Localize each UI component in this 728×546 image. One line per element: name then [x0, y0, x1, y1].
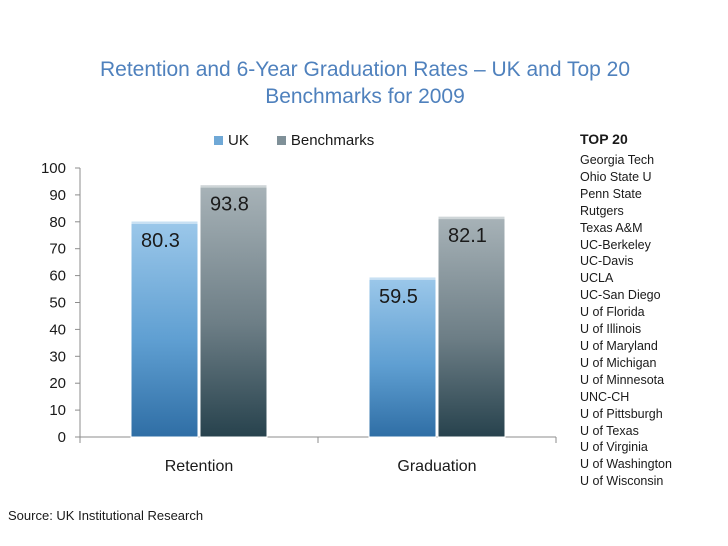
bar-benchmarks-retention: [199, 184, 268, 438]
legend-swatch-benchmarks: [276, 136, 286, 145]
top20-school-item: U of Virginia: [580, 440, 648, 455]
y-tick-label: 10: [49, 402, 66, 419]
top20-school-list: Georgia Tech Ohio State U Penn State Rutger…: [580, 152, 720, 490]
x-category-label: Graduation: [397, 458, 476, 475]
legend-swatch-uk: [214, 136, 223, 145]
x-category-label: Retention: [165, 458, 234, 475]
data-label-uk: 59.5: [379, 286, 418, 308]
top20-school-item: UC-Davis: [580, 254, 634, 269]
chart-title: Retention and 6-Year Graduation Rates – …: [20, 56, 710, 110]
bar-benchmarks-graduation: [437, 215, 506, 438]
chart-title-line-2: Benchmarks for 2009: [265, 85, 465, 108]
top20-school-item: U of Maryland: [580, 338, 658, 353]
y-tick-label: 40: [49, 321, 66, 338]
y-tick-label: 0: [58, 429, 66, 446]
y-tick-label: 80: [49, 214, 66, 231]
chart-legend: UK Benchmarks: [214, 132, 402, 149]
top20-school-item: U of Florida: [580, 305, 645, 320]
bar-highlight: [369, 276, 436, 280]
top20-school-item: U of Pittsburgh: [580, 406, 663, 421]
bar-highlight: [131, 220, 198, 224]
top20-school-item: Rutgers: [580, 203, 624, 218]
top20-school-item: U of Minnesota: [580, 372, 665, 387]
top20-school-item: Texas A&M: [580, 220, 643, 235]
top20-school-item: UCLA: [580, 271, 614, 286]
y-tick-label: 50: [49, 295, 66, 312]
top20-school-item: U of Wisconsin: [580, 474, 664, 489]
legend-label-uk: UK: [228, 132, 249, 149]
top20-school-item: Penn State: [580, 186, 642, 201]
y-tick-label: 100: [41, 160, 66, 177]
y-tick-label: 20: [49, 375, 66, 392]
top20-school-item: U of Michigan: [580, 355, 657, 370]
data-label-uk: 80.3: [141, 230, 180, 252]
legend-item-benchmarks: Benchmarks: [276, 132, 375, 149]
y-tick-label: 30: [49, 348, 66, 365]
bar-highlight: [438, 216, 505, 220]
top20-school-item: U of Texas: [580, 423, 639, 438]
top20-title: TOP 20: [580, 131, 628, 147]
bar-uk-retention: [130, 220, 199, 438]
y-tick-label: 90: [49, 187, 66, 204]
top20-school-item: UNC-CH: [580, 389, 630, 404]
top20-school-item: U of Washington: [580, 457, 672, 472]
y-tick-label: 60: [49, 268, 66, 285]
y-tick-label: 70: [49, 241, 66, 258]
source-note: Source: UK Institutional Research: [8, 508, 204, 523]
bar-uk-graduation: [368, 276, 437, 438]
top20-list-panel: TOP 20 Georgia Tech Ohio State U Penn Stat…: [580, 130, 720, 490]
top20-school-item: UC-Berkeley: [580, 237, 651, 252]
data-label-benchmarks: 93.8: [210, 194, 249, 216]
top20-school-item: U of Illinois: [580, 322, 642, 337]
legend-item-uk: UK: [214, 132, 249, 149]
top20-school-item: UC-San Diego: [580, 288, 661, 303]
chart-title-line-1: Retention and 6-Year Graduation Rates – …: [99, 58, 631, 81]
data-label-benchmarks: 82.1: [448, 225, 487, 247]
top20-school-item: Ohio State U: [580, 169, 652, 184]
bar-highlight: [200, 184, 267, 188]
top20-school-item: Georgia Tech: [580, 153, 655, 167]
legend-label-benchmarks: Benchmarks: [290, 132, 375, 149]
